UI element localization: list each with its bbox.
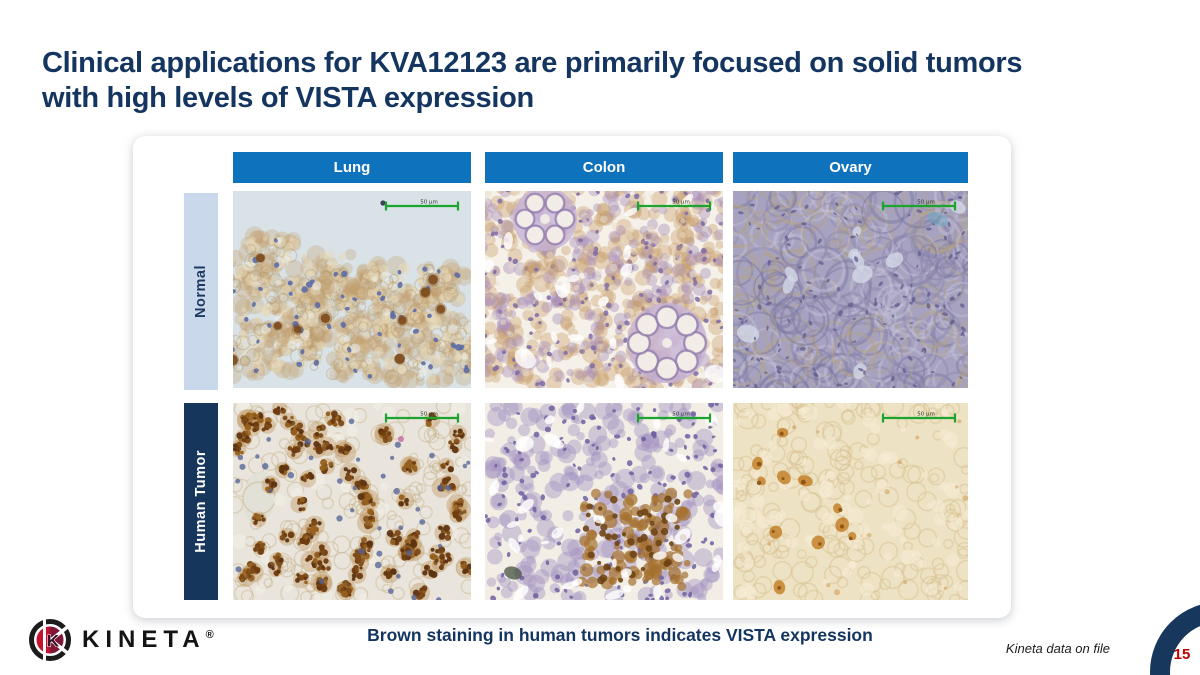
data-on-file-note: Kineta data on file <box>1005 641 1110 656</box>
column-header-lung: Lung <box>233 152 471 183</box>
kineta-logo-icon: K <box>29 618 72 662</box>
column-header-colon: Colon <box>485 152 723 183</box>
histology-image-tumor-colon <box>485 403 723 600</box>
histology-image-normal-ovary <box>733 191 968 388</box>
row-label-normal-text: Normal <box>193 265 209 318</box>
histology-image-tumor-ovary <box>733 403 968 600</box>
slide-caption: Brown staining in human tumors indicates… <box>367 625 873 645</box>
corner-ring-decoration <box>1150 602 1200 675</box>
histology-image-tumor-lung <box>233 403 471 600</box>
row-label-human-tumor: Human Tumor <box>184 403 218 600</box>
kineta-wordmark: KINETA® <box>82 626 214 654</box>
svg-text:K: K <box>47 632 60 651</box>
registered-mark: ® <box>205 629 214 641</box>
kineta-logo: K KINETA® <box>28 618 214 662</box>
column-header-ovary-label: Ovary <box>829 159 872 176</box>
column-header-ovary: Ovary <box>733 152 968 183</box>
row-label-human-tumor-text: Human Tumor <box>193 450 209 553</box>
column-header-colon-label: Colon <box>582 159 626 176</box>
slide-title: Clinical applications for KVA12123 are p… <box>42 46 1172 116</box>
column-header-lung-label: Lung <box>333 159 371 176</box>
slide-title-line1: Clinical applications for KVA12123 are p… <box>42 47 1023 79</box>
row-label-normal: Normal <box>184 193 218 390</box>
kineta-wordmark-text: KINETA <box>82 626 206 653</box>
histology-image-normal-lung <box>233 191 471 388</box>
histology-image-normal-colon <box>485 191 723 388</box>
slide-title-line2: with high levels of VISTA expression <box>42 82 534 114</box>
page-number: 15 <box>1173 646 1191 663</box>
